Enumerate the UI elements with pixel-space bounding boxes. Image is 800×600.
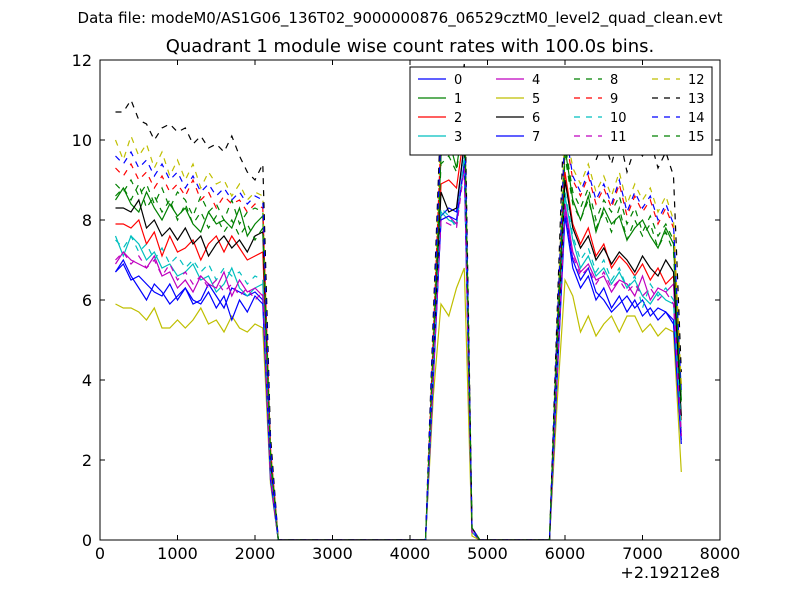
- legend-label-1: 1: [454, 92, 462, 107]
- chart-title: Quadrant 1 module wise count rates with …: [165, 36, 655, 57]
- axis-ticks: 0 1000 2000 3000 4000 5000 6000 7000 80000246810…: [72, 51, 741, 563]
- y-tick-label: 0: [82, 531, 92, 550]
- x-axis-offset-label: +2.19212e8: [620, 563, 720, 582]
- x-tick-label: 1000: [157, 544, 198, 563]
- legend-label-11: 11: [610, 130, 627, 145]
- series-line-6: [115, 143, 682, 540]
- series-line-8: [115, 103, 682, 540]
- legend-label-15: 15: [688, 130, 705, 145]
- x-tick-label: 6000: [545, 544, 586, 563]
- y-tick-label: 10: [72, 131, 92, 150]
- legend-label-10: 10: [610, 111, 627, 126]
- legend-label-8: 8: [610, 73, 618, 88]
- y-tick-label: 4: [82, 371, 92, 390]
- series-line-3: [114, 159, 682, 540]
- x-tick-label: 5000: [467, 544, 508, 563]
- legend-label-0: 0: [454, 73, 462, 88]
- y-tick-label: 8: [82, 211, 92, 230]
- legend-label-7: 7: [532, 130, 540, 145]
- legend-box: [409, 66, 713, 156]
- legend-label-2: 2: [454, 111, 462, 126]
- series-line-10: [115, 155, 682, 540]
- legend-label-3: 3: [454, 130, 462, 145]
- legend-label-12: 12: [688, 73, 705, 88]
- series-line-12: [114, 87, 682, 540]
- legend-label-14: 14: [688, 111, 705, 126]
- x-tick-label: 8000: [700, 544, 741, 563]
- x-tick-label: 4000: [390, 544, 431, 563]
- series-line-11: [115, 167, 682, 540]
- series-line-9: [115, 95, 682, 540]
- x-tick-label: 2000: [235, 544, 276, 563]
- y-tick-label: 12: [72, 51, 92, 70]
- legend-label-6: 6: [532, 111, 540, 126]
- legend-label-13: 13: [688, 92, 705, 107]
- legend-label-9: 9: [610, 92, 618, 107]
- series-line-15: [115, 111, 682, 540]
- x-tick-label: 3000: [312, 544, 353, 563]
- series-line-5: [115, 267, 682, 540]
- data-file-title: Data file: modeM0/AS1G06_136T02_90000008…: [77, 9, 723, 27]
- legend-label-4: 4: [532, 73, 540, 88]
- y-tick-label: 6: [82, 291, 92, 310]
- plot-area: [114, 63, 682, 540]
- x-tick-label: 0: [95, 544, 105, 563]
- x-tick-label: 7000: [622, 544, 663, 563]
- series-line-14: [115, 91, 682, 540]
- y-tick-label: 2: [82, 451, 92, 470]
- series-line-1: [114, 115, 682, 540]
- legend-label-5: 5: [532, 92, 540, 107]
